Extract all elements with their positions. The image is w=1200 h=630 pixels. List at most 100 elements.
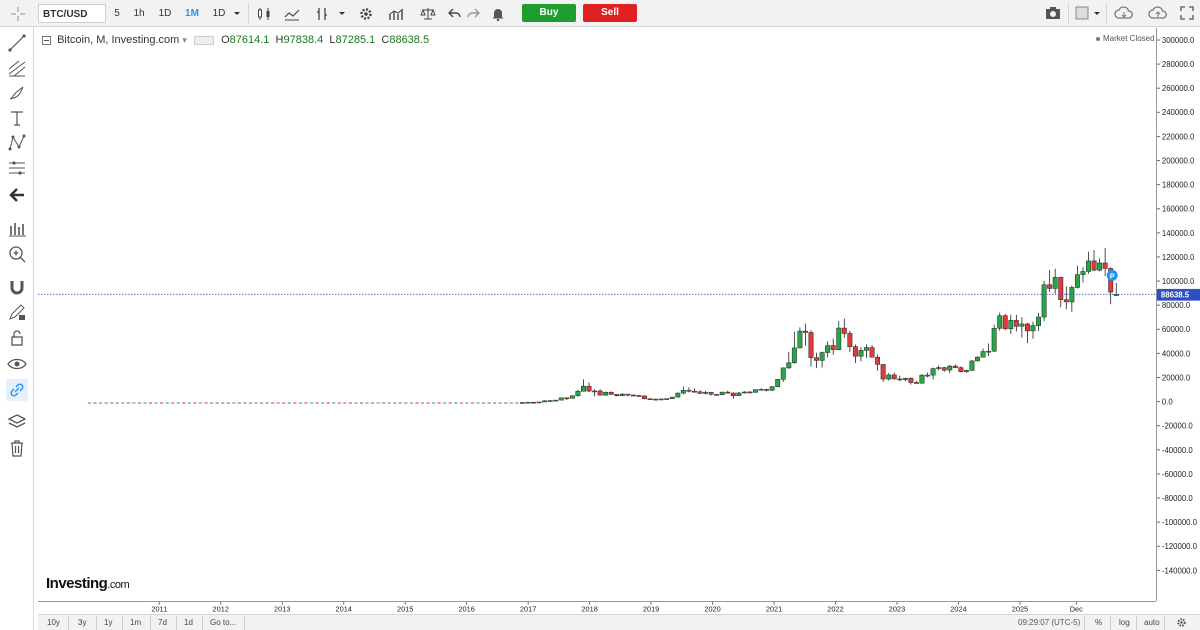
candle-body	[553, 399, 559, 402]
percent-toggle[interactable]: %	[1095, 618, 1103, 627]
candle-body	[936, 367, 942, 369]
chart-plot[interactable]: P	[38, 28, 1156, 601]
time-tick-label: Dec	[1070, 605, 1083, 614]
interval-dropdown[interactable]: 1D	[212, 8, 226, 19]
interval-1d[interactable]: 1D	[158, 8, 172, 19]
candle-body	[1091, 260, 1097, 271]
sell-button[interactable]: Sell	[583, 4, 637, 22]
goto-button[interactable]: Go to...	[210, 618, 237, 627]
trading-icon[interactable]	[6, 217, 28, 239]
interval-5[interactable]: 5	[114, 8, 120, 19]
range-10y[interactable]: 10y	[47, 618, 60, 627]
fullscreen-icon[interactable]	[1178, 4, 1196, 23]
candle	[825, 341, 831, 358]
cloud-load-icon[interactable]	[1112, 4, 1136, 23]
magnet-icon[interactable]	[6, 276, 28, 298]
legend-dropdown-icon[interactable]: ▾	[182, 35, 187, 45]
indicators-icon[interactable]	[282, 4, 302, 23]
candle	[847, 330, 853, 352]
layers-icon[interactable]	[6, 411, 28, 433]
range-3y[interactable]: 3y	[78, 618, 87, 627]
candle	[625, 393, 631, 397]
candle	[692, 388, 697, 393]
candle	[1025, 322, 1030, 344]
candle	[1036, 312, 1041, 331]
pattern-icon[interactable]	[6, 132, 28, 154]
legend-settings-icon[interactable]	[194, 35, 214, 45]
range-1d[interactable]: 1d	[184, 618, 193, 627]
collapse-icon[interactable]	[42, 35, 51, 45]
candle-body	[592, 390, 597, 393]
template-dropdown-icon[interactable]	[1092, 4, 1102, 23]
candle	[1080, 267, 1086, 283]
candle	[997, 312, 1003, 331]
candle-body	[1102, 262, 1108, 269]
interval-1m[interactable]: 1M	[185, 8, 199, 19]
interval-1h[interactable]: 1h	[133, 8, 145, 19]
candle-body	[947, 365, 953, 371]
candle-body	[869, 347, 875, 358]
candle-body	[1047, 284, 1053, 289]
candle-body	[925, 374, 930, 377]
compare-icon[interactable]	[312, 4, 332, 23]
candle	[797, 327, 803, 349]
candle-body	[536, 401, 542, 404]
link-icon[interactable]	[6, 379, 28, 401]
pencil-lock-icon[interactable]	[6, 301, 28, 323]
range-1y[interactable]: 1y	[104, 618, 113, 627]
undo-icon[interactable]	[446, 4, 464, 23]
lock-icon[interactable]	[6, 327, 28, 349]
candle-body	[542, 400, 548, 403]
candle	[630, 394, 636, 397]
candle-body	[808, 332, 814, 358]
text-icon[interactable]	[6, 107, 28, 129]
price-tick-label: -60000.0	[1162, 470, 1193, 479]
redo-icon[interactable]	[464, 4, 482, 23]
trash-icon[interactable]	[6, 437, 28, 459]
candle	[836, 321, 842, 351]
buy-button[interactable]: Buy	[522, 4, 576, 22]
crosshair-icon[interactable]	[8, 4, 28, 23]
fib-icon[interactable]	[6, 57, 28, 79]
price-tick-label: 100000.0	[1162, 277, 1195, 286]
trend-line-icon[interactable]	[6, 32, 28, 54]
compare-dropdown-icon[interactable]	[336, 4, 348, 23]
camera-icon[interactable]	[1042, 4, 1064, 23]
time-tick-label: 2017	[520, 605, 536, 614]
time-axis[interactable]: 2011 2012 2013 2014 2015 2016 2017 2018 2019 2020…	[38, 601, 1156, 614]
balance-icon[interactable]	[418, 4, 438, 23]
price-axis[interactable]: 300000.0 280000.0 260000.0 240000.0 220000.0…	[1156, 28, 1200, 601]
legend-high: H97838.4	[275, 34, 324, 46]
log-toggle[interactable]: log	[1119, 618, 1130, 627]
template-icon[interactable]	[1072, 4, 1092, 23]
gear-icon[interactable]	[356, 4, 376, 23]
candles-icon[interactable]	[254, 4, 274, 23]
symbol-input[interactable]: BTC/USD	[38, 4, 106, 23]
bars-icon[interactable]	[386, 4, 406, 23]
settings-gear-icon[interactable]	[1176, 617, 1187, 629]
price-tick-label: -80000.0	[1162, 494, 1193, 503]
zoom-in-icon[interactable]	[6, 243, 28, 265]
candle-body	[547, 400, 553, 402]
range-7d[interactable]: 7d	[158, 618, 167, 627]
candle	[841, 318, 847, 338]
alert-bell-icon[interactable]	[488, 4, 508, 23]
candle-body	[630, 394, 636, 397]
price-tick-label: -100000.0	[1162, 518, 1198, 527]
brush-icon[interactable]	[6, 82, 28, 104]
chevron-down-icon[interactable]	[232, 4, 242, 23]
range-1m[interactable]: 1m	[130, 618, 142, 627]
candle	[669, 396, 675, 399]
eye-icon[interactable]	[6, 353, 28, 375]
candle-body	[1086, 260, 1091, 272]
cloud-save-icon[interactable]	[1146, 4, 1170, 23]
back-arrow-icon[interactable]	[6, 184, 28, 206]
candle	[725, 390, 731, 394]
candle	[1030, 321, 1036, 339]
candle-body	[569, 395, 575, 399]
auto-toggle[interactable]: auto	[1144, 618, 1160, 627]
measure-icon[interactable]	[6, 157, 28, 179]
candle-body	[680, 390, 686, 394]
price-tick-label: 200000.0	[1162, 156, 1195, 165]
candle	[936, 365, 942, 371]
